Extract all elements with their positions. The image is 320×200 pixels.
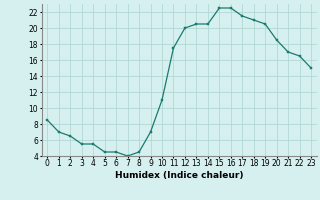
- X-axis label: Humidex (Indice chaleur): Humidex (Indice chaleur): [115, 171, 244, 180]
